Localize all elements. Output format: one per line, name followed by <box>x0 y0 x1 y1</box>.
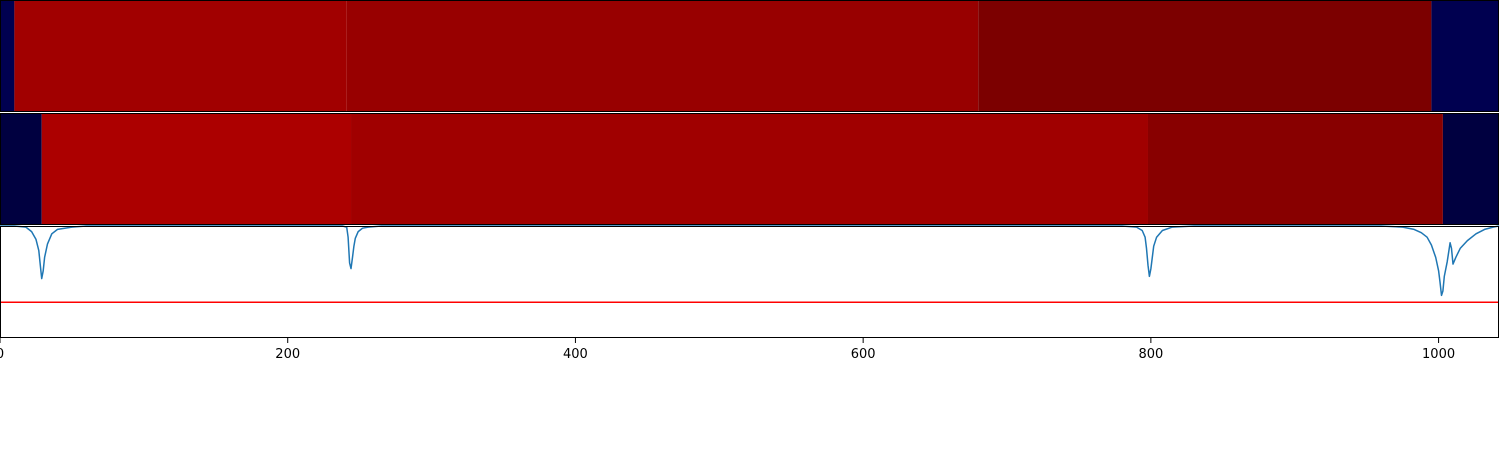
heatmap-segment-2-1 <box>0 113 42 225</box>
heatmap-segment-1-2 <box>14 0 347 112</box>
heatmap-segment-1-3 <box>346 0 979 112</box>
heatmap-segment-2-4 <box>1147 113 1443 225</box>
x-tick-label: 1000 <box>1422 347 1455 362</box>
panel-frames <box>0 0 1499 338</box>
x-tick-label: 200 <box>275 347 300 362</box>
x-tick-label: 400 <box>563 347 588 362</box>
heatmap-track-2 <box>0 113 1499 225</box>
heatmap-segment-1-4 <box>978 0 1432 112</box>
panel-frame-3 <box>0 226 1499 338</box>
heatmap-track-1 <box>0 0 1499 112</box>
panel-frame-1 <box>0 0 1499 112</box>
heatmap-segment-2-2 <box>41 113 352 225</box>
heatmap-segment-2-3 <box>351 113 1148 225</box>
heatmap-segment-2-5 <box>1442 113 1499 225</box>
x-tick-label: 800 <box>1138 347 1163 362</box>
x-tick-label: 600 <box>851 347 876 362</box>
panel-frame-2 <box>0 113 1499 225</box>
heatmap-segment-1-1 <box>0 0 15 112</box>
line-plot-panel <box>0 225 1500 303</box>
x-axis: 0 200 400 600 800 1000 <box>0 338 1455 362</box>
signal-line <box>0 225 1500 297</box>
x-tick-label: 0 <box>0 347 4 362</box>
heatmap-segment-1-5 <box>1431 0 1499 112</box>
